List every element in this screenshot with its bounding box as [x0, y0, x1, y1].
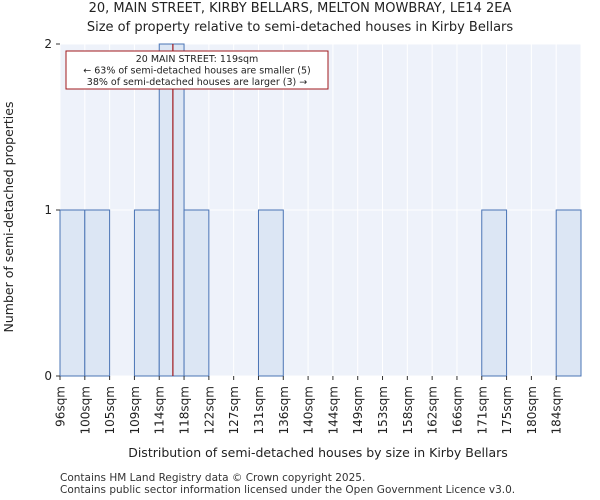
x-tick-label: 136sqm — [277, 386, 291, 434]
x-tick-label: 140sqm — [302, 386, 316, 434]
bar — [133, 209, 160, 377]
bar — [84, 209, 111, 377]
x-tick-label: 109sqm — [128, 386, 142, 434]
x-tick-label: 171sqm — [475, 386, 489, 434]
y-tick-label: 2 — [44, 37, 52, 51]
x-tick-label: 131sqm — [252, 386, 266, 434]
x-tick-label: 100sqm — [78, 386, 92, 434]
x-tick-label: 127sqm — [227, 386, 241, 434]
x-tick-label: 175sqm — [500, 386, 514, 434]
x-tick-label: 96sqm — [54, 386, 68, 427]
bar — [183, 209, 210, 377]
x-tick-label: 184sqm — [550, 386, 564, 434]
y-tick-label: 0 — [44, 369, 52, 383]
bar — [555, 209, 582, 377]
axis-layer: 0 1 2 96sqm 100sqm 105sqm 109sqm 114sqm 118sqm 12… — [44, 37, 563, 434]
x-tick-label: 162sqm — [426, 386, 440, 434]
x-tick-label: 114sqm — [153, 386, 167, 434]
x-tick-label: 149sqm — [351, 386, 365, 434]
footer-licence: Contains public sector information licen… — [60, 484, 516, 496]
y-tick-label: 1 — [44, 203, 52, 217]
y-axis-label: Number of semi-detached properties — [1, 102, 16, 333]
x-axis-label: Distribution of semi-detached houses by … — [128, 445, 508, 460]
marker-layer: 20 MAIN STREET: 119sqm← 63% of semi-deta… — [65, 44, 329, 376]
x-tick-label: 144sqm — [326, 386, 340, 434]
annotation-line: 20 MAIN STREET: 119sqm — [136, 54, 259, 65]
chart-subtitle: Size of property relative to semi-detach… — [86, 20, 514, 35]
x-tick-label: 153sqm — [376, 386, 390, 434]
x-tick-label: 122sqm — [202, 386, 216, 434]
bar-layer — [59, 43, 582, 377]
histogram-chart: 0 1 2 96sqm 100sqm 105sqm 109sqm 114sqm 118sqm 12… — [1, 37, 582, 460]
annotation-box — [65, 50, 329, 90]
x-tick-label: 118sqm — [178, 386, 192, 434]
annotation-line: 38% of semi-detached houses are larger (… — [87, 77, 307, 88]
x-tick-label: 158sqm — [401, 386, 415, 434]
x-tick-label: 166sqm — [450, 386, 464, 434]
bar — [257, 209, 284, 377]
bar — [481, 209, 508, 377]
x-tick-label: 180sqm — [525, 386, 539, 434]
bar — [59, 209, 86, 377]
x-tick-label: 105sqm — [103, 386, 117, 434]
bar — [158, 43, 185, 377]
footer-copyright: Contains HM Land Registry data © Crown c… — [60, 472, 366, 484]
annotation-line: ← 63% of semi-detached houses are smalle… — [83, 66, 311, 77]
chart-title: 20, MAIN STREET, KIRBY BELLARS, MELTON M… — [88, 1, 512, 16]
